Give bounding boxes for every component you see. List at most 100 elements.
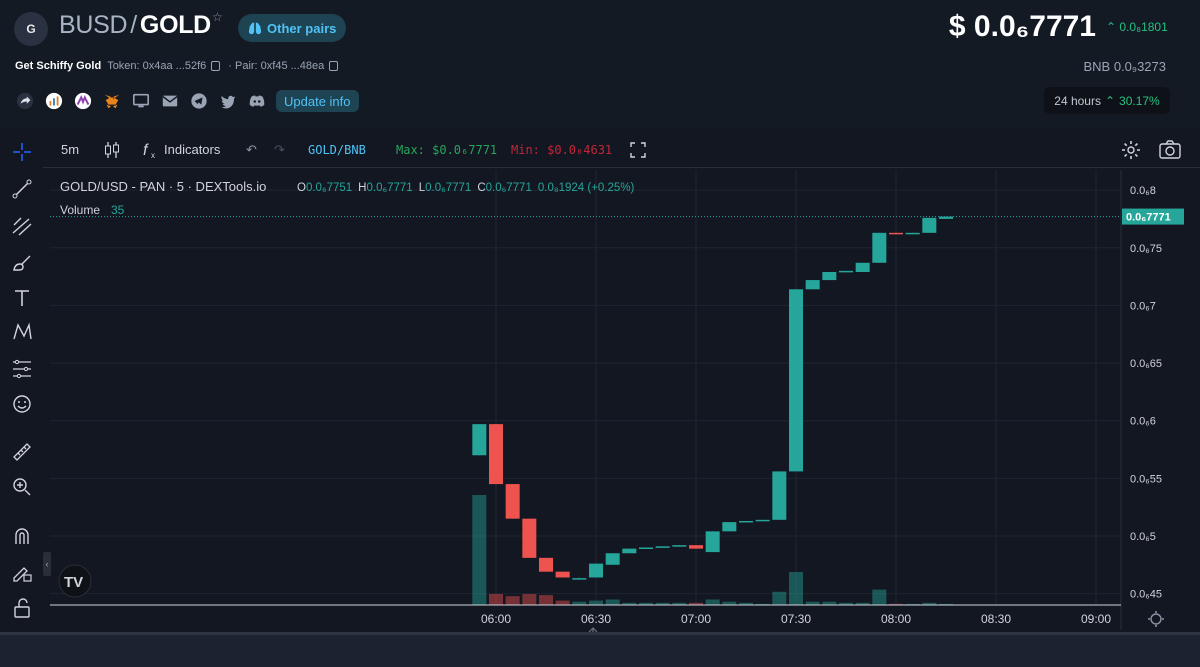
copy-token-icon[interactable] [211, 61, 221, 71]
drawing-toolbar [0, 132, 43, 632]
current-price: $ 0.0₆7771 [948, 10, 1096, 43]
pair-title: BUSD / GOLD [59, 11, 211, 40]
volume-bar [805, 601, 820, 605]
candle [572, 578, 587, 580]
volume-bar [505, 596, 520, 605]
volume-value: 35 [111, 203, 125, 217]
dextools-chart-icon[interactable] [44, 91, 64, 111]
time-axis-settings-icon[interactable] [1148, 611, 1164, 627]
legend-title: GOLD/USD - PAN · 5 · DEXTools.io [60, 179, 266, 194]
emoji-icon[interactable] [10, 392, 34, 416]
crosshair-icon[interactable] [10, 140, 34, 164]
candle [822, 272, 837, 281]
candle [589, 563, 603, 578]
discord-icon[interactable] [247, 91, 267, 111]
candle [655, 546, 670, 548]
candle-type-icon[interactable] [103, 140, 121, 163]
text-tool-icon[interactable] [10, 286, 34, 310]
volume-bar [855, 602, 870, 605]
website-icon[interactable] [131, 91, 151, 111]
candle [739, 520, 753, 523]
lock-drawing-icon[interactable] [10, 560, 34, 584]
unlock-icon[interactable] [10, 596, 34, 620]
time-tick-label: 07:30 [781, 612, 811, 626]
candle [505, 484, 520, 519]
indicators-button[interactable]: Indicators [164, 142, 221, 157]
telegram-icon[interactable] [189, 91, 209, 111]
volume-bar [655, 602, 670, 605]
time-tick-label: 06:00 [481, 612, 511, 626]
legend-l-label: L [419, 182, 426, 194]
volume-bar [472, 495, 487, 605]
collapse-toolbar-button[interactable]: ‹ [43, 552, 51, 576]
candle [872, 232, 887, 263]
price-axis: 0.0₆8 0.0₆75 0.0₆7 0.0₆65 0.0₆6 0.0₆55 0.0₆5 0.… [1120, 170, 1162, 630]
candle [705, 531, 720, 553]
trend-line-icon[interactable] [10, 177, 34, 201]
time-tick-label: 08:30 [981, 612, 1011, 626]
favorite-star-icon[interactable]: ☆ [212, 10, 223, 24]
base-symbol: BUSD [59, 11, 128, 39]
volume-bar [839, 602, 853, 605]
period-label: 24 hours [1054, 93, 1101, 108]
token-header: G BUSD / GOLD ☆ Other pairs Get Schiffy Go… [0, 0, 1200, 128]
price-change: ⌃ 0.0₈1801 [1106, 20, 1168, 34]
legend-l-value: 0.0₆7771 [425, 182, 471, 194]
other-pairs-label: Other pairs [267, 20, 337, 36]
token-info-line: Get Schiffy Gold Token: 0x4aa ...52f6 · … [15, 60, 346, 72]
copy-pair-icon[interactable] [329, 61, 339, 71]
volume-bar [622, 602, 637, 605]
fib-retracement-icon[interactable] [10, 214, 34, 238]
twitter-icon[interactable] [218, 91, 238, 111]
volume-bar [572, 601, 587, 605]
fullscreen-icon[interactable] [628, 140, 648, 163]
token-avatar: G [14, 12, 48, 46]
prediction-icon[interactable] [10, 357, 34, 381]
undo-icon[interactable]: ↶ [246, 142, 257, 157]
interval-selector[interactable]: 5m [61, 142, 80, 157]
svg-text:TV: TV [64, 574, 83, 591]
ruler-icon[interactable] [10, 440, 34, 464]
current-price-tag [1122, 208, 1184, 225]
candle [605, 553, 620, 565]
camera-icon[interactable] [1158, 139, 1182, 164]
brush-icon[interactable] [10, 251, 34, 275]
period-change-badge[interactable]: 24 hours ⌃ 30.17% [1044, 87, 1170, 114]
candle [772, 471, 787, 520]
other-pairs-button[interactable]: Other pairs [238, 14, 347, 42]
price-tick-label: 0.0₆7 [1130, 300, 1156, 312]
candle [939, 216, 953, 219]
candle [639, 547, 653, 549]
candle [672, 545, 687, 547]
share-icon[interactable] [15, 91, 35, 111]
pair-separator: / [130, 11, 137, 39]
update-info-button[interactable]: Update info [276, 90, 359, 112]
period-up-arrow-icon: ⌃ [1104, 93, 1116, 108]
volume-bar [822, 601, 837, 605]
zoom-in-icon[interactable] [10, 475, 34, 499]
legend-ohlc: O0.0₆7751 H0.0₆7771 L0.0₆7771 C0.0₆7771 0.0₈… [297, 182, 635, 194]
pair-toggle-button[interactable]: GOLD/BNB [308, 143, 366, 157]
tradingview-logo[interactable]: TV [58, 564, 92, 598]
redo-icon[interactable]: ↷ [274, 142, 285, 157]
metamask-icon[interactable] [102, 91, 122, 111]
svg-text:f: f [143, 142, 149, 159]
pattern-icon[interactable] [10, 320, 34, 344]
magnet-icon[interactable] [10, 524, 34, 548]
candle [472, 424, 487, 456]
grid-vertical [495, 170, 1097, 605]
email-icon[interactable] [160, 91, 180, 111]
candle [889, 232, 903, 235]
candle [905, 232, 920, 235]
price-up-arrow-icon: ⌃ [1106, 20, 1117, 34]
settings-gear-icon[interactable] [1120, 139, 1142, 164]
price-tick-label: 0.0₆75 [1130, 243, 1162, 255]
price-tick-label: 0.0₆65 [1130, 358, 1162, 370]
volume-bar [789, 572, 803, 605]
volume-bar [555, 600, 570, 605]
min-price-label: Min: $0.0₆4631 [511, 143, 613, 157]
poocoin-icon[interactable] [73, 91, 93, 111]
volume-label: Volume [60, 203, 100, 217]
